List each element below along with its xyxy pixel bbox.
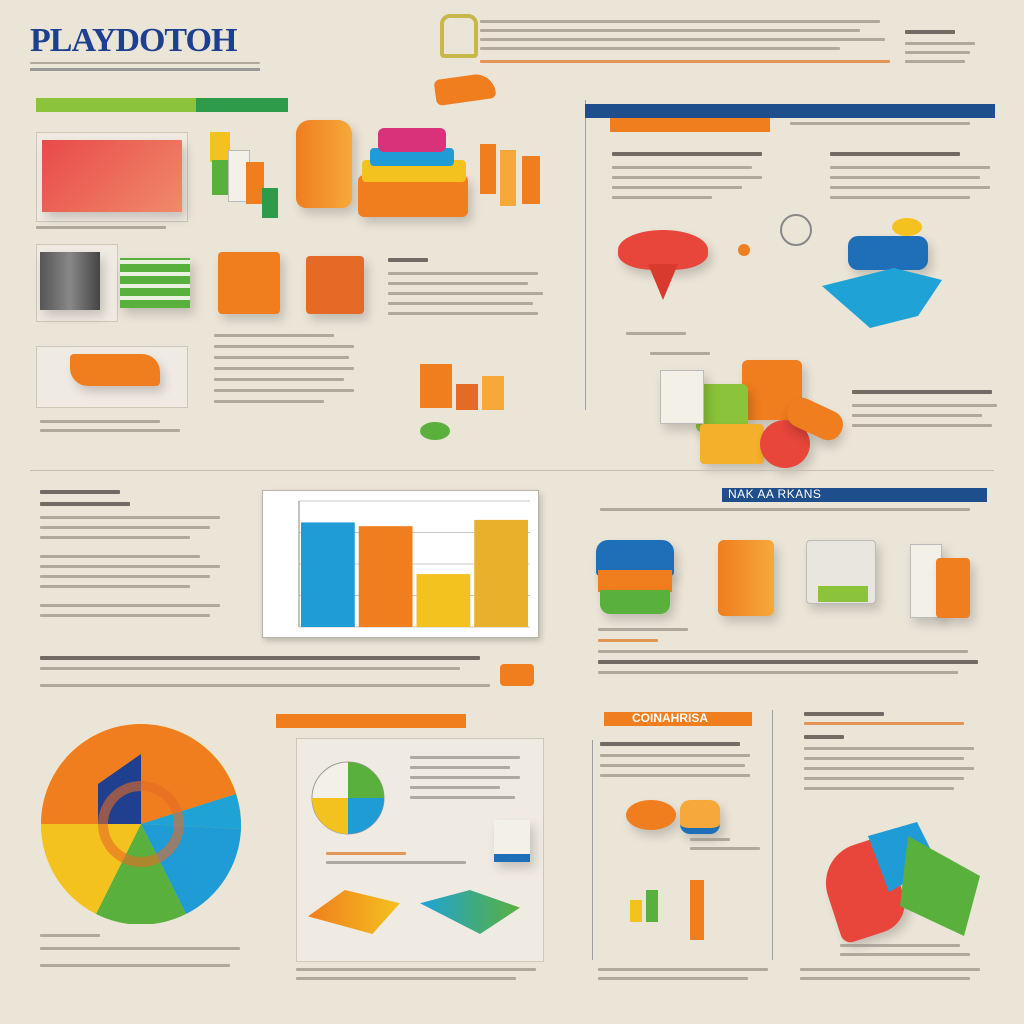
section-2-text-right xyxy=(830,152,1000,199)
section-3-left-banner xyxy=(276,714,466,728)
bar-chart xyxy=(298,500,530,628)
small-orange-bar-c-icon xyxy=(482,376,504,410)
blue-wave-icon xyxy=(822,268,942,328)
section-3-banner xyxy=(604,712,752,726)
red-spinner-icon xyxy=(618,230,708,270)
orange-pot-band-icon xyxy=(598,570,672,592)
section-divider-vertical xyxy=(585,100,586,410)
pie-caption xyxy=(40,934,240,967)
header-mascot-icon xyxy=(440,14,478,58)
orange-cup-icon xyxy=(936,558,970,618)
gray-block-icon xyxy=(40,252,100,310)
page-title: PLAYDOTOH xyxy=(30,22,237,59)
mini-bar-b-icon xyxy=(646,890,658,922)
section-3-heading: COINAHRISA xyxy=(632,711,709,725)
sample-caption xyxy=(36,226,166,229)
mini-bar-a-icon xyxy=(630,900,642,922)
stack-pink-icon xyxy=(378,128,446,152)
green-pot-base-icon xyxy=(600,590,670,614)
orange-wedge-icon xyxy=(70,354,160,386)
title-caption xyxy=(30,62,260,64)
bottom-right-text xyxy=(804,712,984,790)
row-2-text-block xyxy=(388,258,548,315)
orange-bar-a-icon xyxy=(480,144,496,194)
green-stripe-block-icon xyxy=(120,258,190,308)
bar-2 xyxy=(358,526,413,627)
section-2-heading: NAK AA RKANS xyxy=(728,487,822,501)
section-3-left-border xyxy=(592,740,593,960)
bottom-right-footer xyxy=(800,968,990,980)
orange-cube-a-icon xyxy=(218,252,280,314)
section-2b-banner xyxy=(722,488,987,502)
section-3-footer xyxy=(598,968,778,980)
yellow-drop-icon xyxy=(892,218,922,236)
section-2-caption-b xyxy=(650,352,750,355)
stack-base-icon xyxy=(358,175,468,217)
yellow-block-icon xyxy=(210,132,230,162)
green-fan-icon xyxy=(900,836,980,936)
section-3-text xyxy=(600,742,760,777)
bottom-middle-text xyxy=(410,756,530,799)
small-orange-bar-b-icon xyxy=(456,384,478,410)
section-1-banner-highlight xyxy=(36,98,196,112)
section-2b-lines xyxy=(600,508,980,517)
badge-circle-icon xyxy=(780,214,812,246)
bottom-middle-caption xyxy=(326,852,486,864)
green-block-small-icon xyxy=(262,188,278,218)
section-2-cluster-text xyxy=(852,390,1002,427)
section-3-right-border xyxy=(772,710,773,960)
section-2-caption-a xyxy=(626,332,736,335)
header-text-block xyxy=(480,20,900,63)
green-block-icon xyxy=(212,160,228,195)
white-box-green-band-icon xyxy=(818,586,868,602)
section-2-banner-caption xyxy=(790,122,980,125)
section-2-text-left xyxy=(612,152,772,199)
orange-jar-icon xyxy=(718,540,774,616)
section-2b-text xyxy=(598,628,978,674)
bar-chart-frame xyxy=(262,490,539,638)
row-3-caption xyxy=(40,420,190,432)
mini-bar-c-icon xyxy=(690,880,704,940)
row-3-text-block xyxy=(214,334,364,403)
chart-caption-block xyxy=(40,656,490,687)
small-pie-icon xyxy=(311,761,385,835)
orange-block-icon xyxy=(246,162,264,204)
pie-graphic xyxy=(40,724,242,924)
orange-cup-small-icon xyxy=(680,800,720,834)
orange-bar-c-icon xyxy=(522,156,540,204)
cluster-amber-icon xyxy=(700,424,764,464)
header-badge-icon xyxy=(433,71,497,107)
bar-3 xyxy=(416,574,471,627)
section-divider-horizontal xyxy=(30,470,994,471)
bar-1 xyxy=(301,522,355,627)
cluster-white-icon xyxy=(660,370,704,424)
orange-cylinder-icon xyxy=(296,120,352,208)
section-2-orange-banner xyxy=(610,118,770,132)
stack-blue-icon xyxy=(370,148,454,166)
chart-tag-icon xyxy=(500,664,534,686)
green-leaf-icon xyxy=(420,422,450,440)
orange-disc-icon xyxy=(626,800,676,830)
red-sample-block xyxy=(42,140,182,212)
title-underline xyxy=(30,68,260,71)
middle-left-text-block xyxy=(40,490,240,617)
small-cup-icon xyxy=(494,820,530,862)
header-side-note xyxy=(905,30,995,63)
bottom-right-caption xyxy=(840,944,980,956)
bottom-middle-footer xyxy=(296,968,542,980)
section-3-mini-caption xyxy=(690,838,770,850)
section-2-top-banner xyxy=(585,104,995,118)
orange-bar-b-icon xyxy=(500,150,516,206)
small-orange-bar-a-icon xyxy=(420,364,452,408)
orange-cube-b-icon xyxy=(306,256,364,314)
flower-icon xyxy=(738,244,750,256)
red-spinner-tip-icon xyxy=(648,264,678,300)
bar-4 xyxy=(474,519,528,627)
blue-tub-icon xyxy=(848,236,928,270)
